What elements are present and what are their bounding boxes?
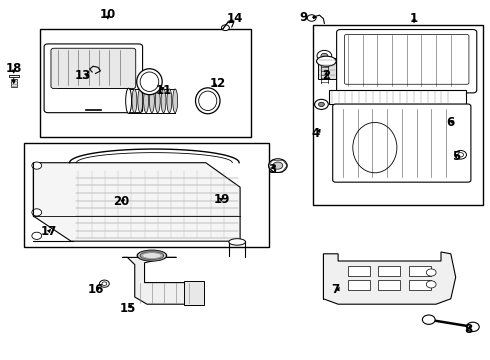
Bar [409,266,431,276]
Bar [378,280,400,290]
Ellipse shape [132,89,137,113]
Text: 19: 19 [214,193,230,206]
FancyBboxPatch shape [51,48,136,89]
Text: 14: 14 [227,12,244,24]
Text: 11: 11 [156,84,172,97]
Circle shape [99,280,109,287]
Circle shape [318,102,324,107]
Text: 8: 8 [464,323,472,336]
Text: 10: 10 [99,8,116,21]
Bar [313,25,483,205]
Circle shape [269,159,287,172]
Ellipse shape [161,89,166,113]
Text: 12: 12 [210,77,226,90]
Bar [409,280,431,290]
Ellipse shape [229,239,245,245]
Circle shape [422,315,435,324]
Ellipse shape [173,89,177,113]
Bar [378,266,400,276]
Text: 20: 20 [113,195,130,208]
Text: 17: 17 [41,225,57,238]
Bar [348,280,370,290]
Ellipse shape [167,89,172,113]
Ellipse shape [137,69,162,95]
Polygon shape [122,257,203,304]
Circle shape [315,99,328,109]
Circle shape [455,150,466,159]
Bar [11,79,17,87]
Ellipse shape [196,88,220,114]
Ellipse shape [138,89,143,113]
Text: 13: 13 [74,69,91,82]
Circle shape [426,281,436,288]
FancyBboxPatch shape [333,104,471,182]
Ellipse shape [125,88,131,113]
Text: 6: 6 [447,116,455,129]
Text: 1: 1 [410,12,418,24]
Bar [318,58,336,79]
Bar [348,266,370,276]
Bar [24,143,269,247]
Text: 4: 4 [312,127,320,140]
Circle shape [307,15,316,21]
Ellipse shape [317,56,336,66]
Ellipse shape [140,252,164,260]
Circle shape [273,162,283,169]
Ellipse shape [149,89,154,113]
FancyBboxPatch shape [44,44,143,113]
Circle shape [458,153,464,157]
Text: 7: 7 [332,283,340,296]
Circle shape [426,269,436,276]
Ellipse shape [155,89,160,113]
Ellipse shape [126,89,131,113]
Bar [9,75,19,77]
Text: 16: 16 [87,283,104,296]
Circle shape [32,162,42,169]
Circle shape [32,209,42,216]
FancyBboxPatch shape [337,30,477,93]
Circle shape [102,282,107,285]
Polygon shape [33,163,240,241]
Text: 3: 3 [268,163,276,176]
Ellipse shape [199,91,217,111]
Text: 15: 15 [119,302,136,315]
Bar [184,281,204,305]
Text: 2: 2 [322,69,330,82]
Ellipse shape [144,89,148,113]
Circle shape [466,322,479,332]
Text: 9: 9 [300,11,308,24]
Circle shape [32,232,42,239]
Bar [329,90,466,104]
Polygon shape [323,252,456,304]
Circle shape [221,25,229,31]
Circle shape [321,53,328,58]
Text: 18: 18 [5,62,22,75]
Ellipse shape [137,250,167,261]
Text: 5: 5 [452,150,460,163]
Ellipse shape [140,72,159,91]
Circle shape [317,50,332,61]
Bar [40,29,251,137]
